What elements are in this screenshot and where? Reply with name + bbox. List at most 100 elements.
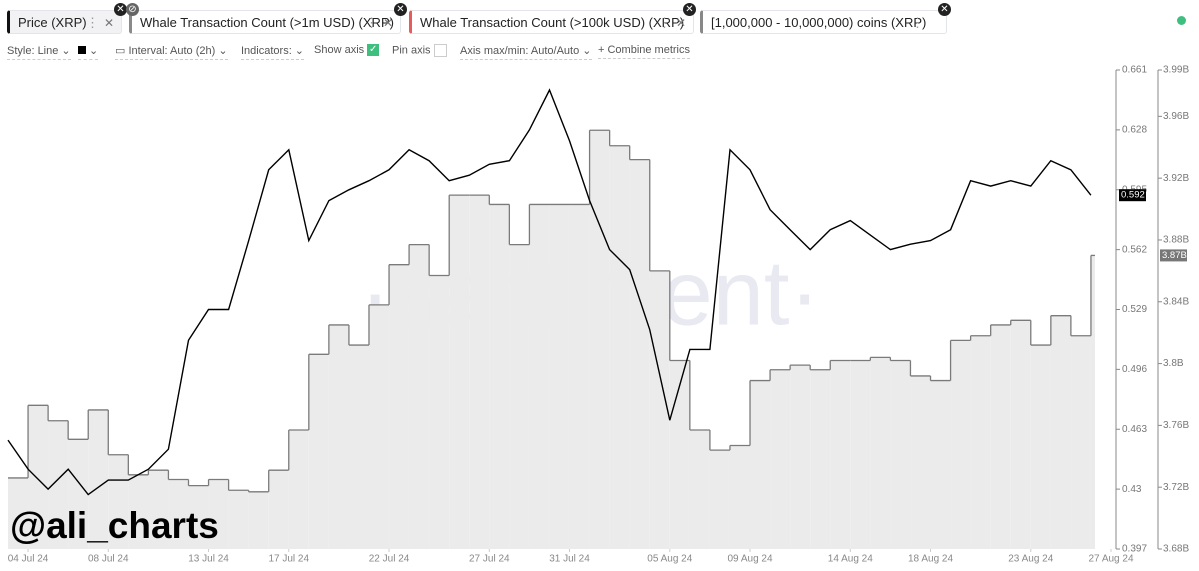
- area-step: [68, 439, 89, 549]
- area-step: [609, 145, 630, 550]
- area-step: [1050, 315, 1071, 549]
- price-line: [7, 88, 1092, 496]
- area-layer: [8, 129, 1095, 550]
- line-layer: [7, 88, 1092, 496]
- style-select[interactable]: Style: Line ⌄: [7, 44, 71, 60]
- area-step: [990, 324, 1011, 549]
- y2-tick-label: 3.72B: [1163, 482, 1189, 493]
- x-tick-label: 17 Jul 24: [268, 554, 309, 565]
- x-tick-label: 31 Jul 24: [549, 554, 590, 565]
- y-tick-label: 0.43: [1122, 484, 1142, 495]
- menu-icon[interactable]: ⋮: [658, 15, 671, 30]
- credit: @ali_charts: [10, 505, 219, 546]
- y2-tick-label: 3.99B: [1163, 65, 1189, 76]
- pin-axis-toggle[interactable]: Pin axis: [392, 44, 447, 59]
- tab-label: Whale Transaction Count (>1m USD) (XRP): [140, 15, 394, 30]
- area-step: [569, 204, 590, 550]
- metric-tab[interactable]: [1,000,000 - 10,000,000) coins (XRP) ⋮: [700, 10, 947, 34]
- area-step: [288, 430, 309, 549]
- area-step: [469, 195, 490, 549]
- area-step: [88, 409, 109, 549]
- close-button[interactable]: ✕: [938, 3, 951, 16]
- area-step: [268, 470, 289, 549]
- area-step: [910, 375, 931, 549]
- area-step: [689, 430, 710, 549]
- area-step: [830, 360, 851, 549]
- last-value-box: [1119, 189, 1146, 202]
- status-dot: [1177, 16, 1186, 25]
- area-step: [1090, 255, 1095, 549]
- area-step: [248, 491, 269, 549]
- remove-icon[interactable]: ✕: [103, 16, 114, 30]
- area-step: [629, 159, 650, 549]
- area-step: [328, 324, 349, 549]
- area-step: [429, 275, 450, 549]
- last-value-label: 0.592: [1121, 190, 1145, 201]
- color-select[interactable]: ⌄: [78, 44, 99, 60]
- y2-tick-label: 3.68B: [1163, 544, 1189, 555]
- area-step: [128, 474, 149, 549]
- tab-label: [1,000,000 - 10,000,000) coins (XRP): [711, 15, 927, 30]
- y2-tick-label: 3.92B: [1163, 173, 1189, 184]
- area-step: [148, 470, 169, 549]
- x-tick-label: 13 Jul 24: [188, 554, 229, 565]
- area-step: [8, 477, 29, 549]
- area-step: [770, 369, 791, 549]
- area-step: [449, 195, 470, 549]
- area-step: [489, 204, 510, 550]
- y-tick-label: 0.661: [1122, 65, 1147, 76]
- y-tick-label: 0.397: [1122, 544, 1147, 555]
- indicators-select[interactable]: Indicators: ⌄: [241, 44, 305, 60]
- area-step: [368, 304, 390, 549]
- remove-icon[interactable]: ✕: [675, 16, 686, 30]
- axis-range-select[interactable]: Axis max/min: Auto/Auto ⌄: [460, 44, 592, 60]
- area-step: [950, 340, 971, 549]
- y2-tick-label: 3.84B: [1163, 296, 1189, 307]
- hide-button[interactable]: ⊘: [126, 3, 139, 16]
- control-label: Axis max/min: Auto/Auto: [460, 45, 580, 57]
- tab-label: Price (XRP): [18, 15, 87, 30]
- area-step: [1030, 345, 1051, 549]
- last-value-box: [1160, 249, 1187, 262]
- menu-icon[interactable]: ⋮: [86, 15, 99, 30]
- area-step: [930, 380, 951, 549]
- tab-label: Whale Transaction Count (>100k USD) (XRP…: [420, 15, 685, 30]
- control-label: Interval: Auto (2h): [128, 45, 216, 57]
- remove-icon[interactable]: ✕: [382, 16, 393, 30]
- area-step: [870, 357, 891, 549]
- menu-icon[interactable]: ⋮: [911, 15, 924, 30]
- x-tick-label: 18 Aug 24: [908, 554, 953, 565]
- metric-tab[interactable]: Whale Transaction Count (>100k USD) (XRP…: [409, 10, 694, 34]
- area-step: [890, 360, 911, 549]
- last-value-label: 3.87B: [1162, 250, 1187, 261]
- area-step: [669, 360, 690, 549]
- close-button[interactable]: ✕: [114, 3, 127, 16]
- area-step: [1070, 335, 1091, 549]
- close-button[interactable]: ✕: [394, 3, 407, 16]
- x-tick-label: 14 Aug 24: [828, 554, 873, 565]
- y-tick-label: 0.529: [1122, 304, 1147, 315]
- y2-tick-label: 3.88B: [1163, 235, 1189, 246]
- combine-button[interactable]: + Combine metrics: [598, 44, 691, 59]
- close-button[interactable]: ✕: [683, 3, 696, 16]
- area-step: [1010, 320, 1031, 549]
- x-tick-label: 23 Aug 24: [1008, 554, 1053, 565]
- area-step: [509, 244, 530, 550]
- y2-tick-label: 3.8B: [1163, 358, 1184, 369]
- y2-tick-label: 3.96B: [1163, 111, 1189, 122]
- interval-select[interactable]: ▭ Interval: Auto (2h) ⌄: [115, 44, 228, 60]
- show-axis-toggle[interactable]: Show axis ✓: [314, 44, 380, 57]
- control-label: Indicators:: [241, 45, 292, 57]
- y-tick-label: 0.628: [1122, 125, 1147, 136]
- area-step: [649, 270, 670, 549]
- x-tick-label: 27 Aug 24: [1088, 554, 1133, 565]
- area-step: [48, 420, 69, 549]
- area-step: [850, 360, 871, 549]
- metric-tab[interactable]: Whale Transaction Count (>1m USD) (XRP) ⋮…: [129, 10, 401, 34]
- menu-icon[interactable]: ⋮: [365, 15, 378, 30]
- area-step: [348, 345, 369, 549]
- metric-tab[interactable]: Price (XRP) ⋮ ✕: [7, 10, 122, 34]
- area-step: [208, 479, 229, 549]
- area-step: [308, 354, 329, 549]
